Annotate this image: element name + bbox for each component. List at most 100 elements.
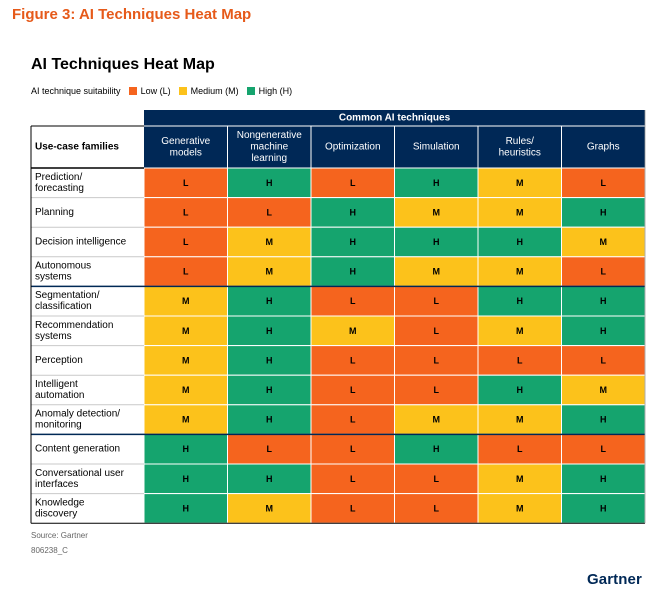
row-label-3-line-1: systems bbox=[35, 272, 72, 283]
heatmap-cell-label: L bbox=[434, 326, 440, 336]
heatmap-cell-label: L bbox=[517, 444, 523, 454]
heatmap-cell bbox=[227, 374, 312, 406]
heatmap-cell bbox=[477, 493, 562, 524]
heatmap-cell-label: M bbox=[182, 415, 190, 425]
row-label-8-line-0: Anomaly detection/ bbox=[35, 409, 120, 420]
row-label-11-line-1: discovery bbox=[35, 508, 77, 519]
row-label-5-line-0: Recommendation bbox=[35, 320, 113, 331]
row-header-label: Use-case families bbox=[35, 142, 119, 153]
heatmap-cell bbox=[143, 493, 228, 524]
heatmap-cell bbox=[143, 167, 228, 199]
heatmap-cell bbox=[394, 197, 479, 228]
heatmap-cell bbox=[477, 374, 562, 406]
heatmap-cell bbox=[477, 226, 562, 258]
heatmap-cell bbox=[310, 167, 395, 199]
heatmap-cell bbox=[143, 315, 228, 347]
heatmap-cell-label: H bbox=[266, 415, 273, 425]
row-label-10-line-0: Conversational user bbox=[35, 468, 125, 479]
row-label-6-line-0: Perception bbox=[35, 355, 83, 366]
heatmap-cell-label: H bbox=[183, 503, 190, 513]
heatmap-cell bbox=[477, 315, 562, 347]
heatmap-cell bbox=[394, 463, 479, 495]
heatmap-cell-label: H bbox=[266, 355, 273, 365]
group-header-bg bbox=[144, 110, 645, 126]
heatmap-cell-label: H bbox=[517, 385, 524, 395]
heatmap-cell bbox=[310, 374, 395, 406]
heatmap-cell-label: H bbox=[517, 296, 524, 306]
heatmap-cell bbox=[394, 226, 479, 258]
chart-title: AI Techniques Heat Map bbox=[31, 56, 215, 73]
legend-label-high: High (H) bbox=[258, 86, 293, 96]
heatmap-cell-label: M bbox=[516, 503, 524, 513]
heatmap-cell bbox=[227, 197, 312, 228]
heatmap-cell bbox=[227, 315, 312, 347]
heatmap-cell-label: M bbox=[266, 237, 274, 247]
group-header-label: Common AI techniques bbox=[339, 113, 451, 124]
legend-item-medium: Medium (M) bbox=[178, 86, 239, 96]
column-header-2-line-0: Optimization bbox=[325, 142, 381, 153]
heatmap-cell bbox=[477, 345, 562, 376]
heatmap-cell-label: L bbox=[434, 355, 440, 365]
row-label-11-line-0: Knowledge bbox=[35, 497, 85, 508]
heatmap-cell-label: L bbox=[183, 178, 189, 188]
heatmap-cell-label: L bbox=[601, 178, 607, 188]
heatmap-cell-label: M bbox=[516, 415, 524, 425]
heatmap-cell bbox=[310, 256, 395, 287]
heatmap-cell bbox=[310, 433, 395, 465]
heatmap-cell bbox=[477, 433, 562, 465]
heatmap-cell-label: L bbox=[350, 355, 356, 365]
heatmap-cell bbox=[561, 315, 646, 347]
figure-title: Figure 3: AI Techniques Heat Map bbox=[12, 6, 252, 23]
heatmap-cell bbox=[227, 493, 312, 524]
heatmap-cell bbox=[477, 463, 562, 495]
heatmap-cell-label: M bbox=[433, 415, 441, 425]
heatmap-cell-label: M bbox=[516, 178, 524, 188]
heatmap-cell-label: L bbox=[267, 207, 273, 217]
heatmap-cell bbox=[227, 285, 312, 317]
column-header-3-line-0: Simulation bbox=[413, 142, 460, 153]
heatmap-cell bbox=[143, 256, 228, 287]
legend-label-medium: Medium (M) bbox=[190, 86, 239, 96]
row-label-0-line-1: forecasting bbox=[35, 183, 84, 194]
heatmap-cell-label: L bbox=[601, 267, 607, 277]
heatmap-cell-label: H bbox=[350, 207, 357, 217]
gartner-logo: Gartner bbox=[587, 571, 642, 588]
heatmap-cell-label: L bbox=[434, 296, 440, 306]
heatmap-cell-label: H bbox=[266, 178, 273, 188]
heatmap-cell bbox=[143, 345, 228, 376]
heatmap-cell-label: H bbox=[600, 296, 607, 306]
heatmap-cell bbox=[561, 167, 646, 199]
legend-swatch-low bbox=[128, 87, 137, 95]
heatmap-cell-label: L bbox=[434, 503, 440, 513]
heatmap-cell-label: L bbox=[183, 207, 189, 217]
row-label-10-line-1: interfaces bbox=[35, 479, 78, 490]
heatmap-cell bbox=[561, 433, 646, 465]
row-label-5-line-1: systems bbox=[35, 331, 72, 342]
heatmap-cell-label: L bbox=[434, 474, 440, 484]
heatmap-cell-label: M bbox=[182, 355, 190, 365]
heatmap-cell-label: H bbox=[600, 503, 607, 513]
heatmap-cell bbox=[310, 226, 395, 258]
row-label-2-line-0: Decision intelligence bbox=[35, 237, 127, 248]
heatmap-cell-label: H bbox=[600, 415, 607, 425]
heatmap-cell-label: M bbox=[600, 385, 608, 395]
source-note: Source: Gartner bbox=[31, 531, 88, 540]
row-label-4-line-1: classification bbox=[35, 301, 92, 312]
heatmap-cell-label: L bbox=[183, 237, 189, 247]
heatmap-cell-label: M bbox=[349, 326, 357, 336]
heatmap-cell-label: L bbox=[350, 444, 356, 454]
heatmap-cell bbox=[310, 345, 395, 376]
legend-item-low: Low (L) bbox=[128, 86, 171, 96]
column-header-4-line-0: Rules/ bbox=[506, 136, 535, 147]
heatmap-cell-label: M bbox=[182, 385, 190, 395]
legend-title: AI technique suitability bbox=[31, 86, 121, 96]
heatmap-cell-label: H bbox=[350, 267, 357, 277]
heatmap-cell-label: H bbox=[266, 474, 273, 484]
heatmap-cell-label: L bbox=[601, 444, 607, 454]
row-label-0-line-0: Prediction/ bbox=[35, 172, 82, 183]
heatmap-cell bbox=[227, 404, 312, 435]
heatmap-cell bbox=[227, 463, 312, 495]
heatmap-cell bbox=[310, 463, 395, 495]
heatmap-cell-label: L bbox=[350, 385, 356, 395]
heatmap-cell-label: M bbox=[266, 267, 274, 277]
